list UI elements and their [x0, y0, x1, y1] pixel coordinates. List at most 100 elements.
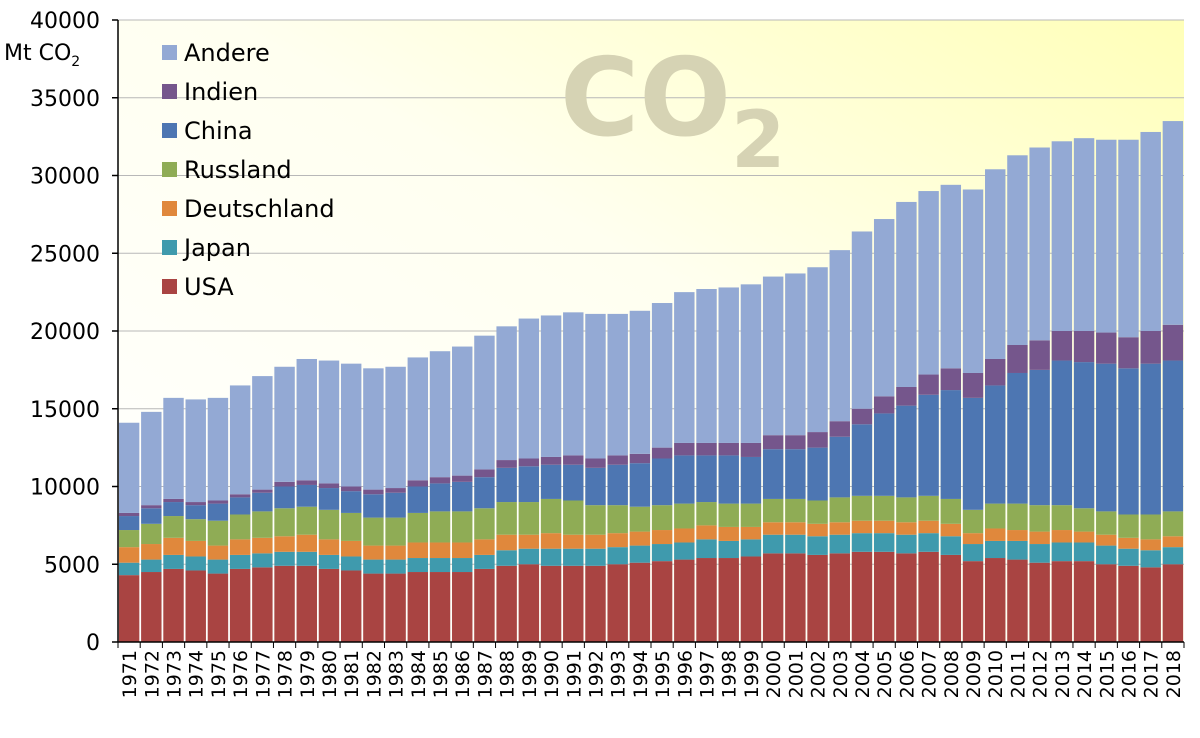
bar-usa-1987	[474, 568, 495, 642]
bar-deutschland-1975	[207, 545, 229, 560]
bar-andere-2006	[896, 201, 917, 387]
bar-andere-1989	[518, 318, 540, 459]
bar-andere-2000	[762, 276, 784, 436]
legend-swatch	[162, 45, 177, 60]
bar-andere-2017	[1140, 131, 1161, 331]
bar-indien-1976	[229, 494, 251, 498]
bar-andere-2014	[1073, 138, 1095, 331]
bar-russland-1999	[740, 503, 762, 527]
x-tick-label: 1991	[563, 650, 585, 698]
bar-usa-1976	[229, 568, 251, 642]
bar-usa-1974	[185, 570, 206, 642]
x-tick-label: 2000	[763, 650, 785, 698]
bar-china-1992	[585, 467, 606, 506]
bar-usa-2009	[962, 561, 984, 642]
bar-russland-1992	[585, 505, 606, 535]
bar-stack-2008	[940, 184, 962, 642]
bar-japan-1988	[496, 550, 517, 566]
x-tick-label: 1972	[141, 650, 163, 698]
x-tick-label: 1978	[275, 650, 297, 698]
legend-swatch	[162, 279, 177, 294]
bar-andere-1994	[629, 310, 651, 454]
bar-china-2006	[896, 405, 917, 498]
bar-andere-1984	[407, 357, 429, 481]
bar-china-2007	[918, 394, 939, 496]
bar-indien-1994	[629, 453, 651, 464]
bar-russland-1981	[340, 512, 362, 541]
bar-andere-1995	[651, 303, 673, 448]
bar-china-1978	[274, 486, 295, 509]
y-tick-label: 20000	[30, 320, 100, 345]
bar-china-1993	[607, 464, 628, 506]
bar-indien-1973	[163, 498, 184, 503]
bar-deutschland-2016	[1118, 537, 1139, 549]
bar-russland-1988	[496, 502, 517, 535]
bar-russland-1973	[163, 516, 184, 538]
bar-japan-2009	[962, 544, 984, 562]
bar-usa-1984	[407, 572, 429, 642]
bar-stack-1993	[607, 313, 628, 642]
y-tick-label: 5000	[44, 553, 100, 578]
bar-china-2016	[1118, 368, 1139, 515]
y-tick-label: 30000	[30, 165, 100, 190]
bar-stack-1998	[718, 287, 739, 642]
bar-andere-2018	[1162, 121, 1184, 325]
x-tick-label: 2008	[941, 650, 963, 698]
bar-stack-1971	[118, 422, 140, 642]
x-tick-label: 1988	[497, 650, 519, 698]
x-tick-label: 1990	[541, 650, 563, 698]
bar-usa-2005	[873, 551, 895, 642]
bar-indien-1979	[296, 480, 317, 485]
bar-russland-1974	[185, 519, 206, 541]
bar-andere-2015	[1096, 139, 1117, 333]
bar-indien-2008	[940, 368, 962, 391]
bar-usa-1995	[651, 561, 673, 642]
bar-usa-2010	[985, 558, 1006, 642]
bar-japan-2010	[985, 540, 1006, 559]
legend-item-japan: Japan	[162, 234, 251, 262]
bar-indien-1989	[518, 458, 540, 467]
x-tick-label: 1974	[186, 650, 208, 698]
bar-deutschland-2005	[873, 520, 895, 534]
bar-russland-1989	[518, 502, 540, 535]
bar-indien-1980	[318, 483, 340, 489]
bar-indien-2003	[829, 421, 850, 437]
bar-deutschland-2003	[829, 522, 850, 535]
x-tick-label: 2003	[830, 650, 852, 698]
y-tick-label: 25000	[30, 242, 100, 267]
bar-stack-1974	[185, 399, 206, 642]
bar-deutschland-2017	[1140, 539, 1161, 551]
bar-usa-1977	[252, 567, 273, 642]
bar-andere-1991	[563, 312, 584, 456]
bar-japan-1978	[274, 551, 295, 566]
x-tick-label: 1989	[519, 650, 541, 698]
bar-indien-1998	[718, 442, 739, 456]
bar-usa-1980	[318, 568, 340, 642]
bar-russland-1982	[363, 517, 384, 546]
x-tick-label: 2006	[896, 650, 918, 698]
legend-label: Russland	[184, 156, 292, 184]
bar-russland-1971	[118, 530, 140, 548]
bar-usa-1989	[518, 564, 540, 642]
bar-china-2017	[1140, 363, 1161, 515]
bar-indien-2006	[896, 386, 917, 406]
bar-deutschland-2011	[1007, 530, 1028, 541]
x-tick-label: 1985	[430, 650, 452, 698]
bar-indien-2010	[985, 358, 1006, 386]
bar-russland-1983	[385, 517, 406, 546]
gridlines	[118, 19, 1184, 565]
bar-andere-2013	[1051, 141, 1073, 331]
bar-russland-2011	[1007, 503, 1028, 531]
bar-japan-1976	[229, 554, 251, 569]
bar-deutschland-2008	[940, 523, 962, 537]
bar-andere-1977	[252, 376, 273, 490]
bar-usa-2003	[829, 553, 850, 642]
bar-indien-2000	[762, 435, 784, 450]
bar-russland-2010	[985, 503, 1006, 529]
legend-label: Deutschland	[184, 195, 335, 223]
bar-russland-2009	[962, 509, 984, 534]
bar-indien-1986	[452, 475, 473, 482]
bar-deutschland-1990	[540, 533, 562, 549]
bar-usa-1999	[740, 556, 762, 642]
bar-russland-2016	[1118, 514, 1139, 538]
